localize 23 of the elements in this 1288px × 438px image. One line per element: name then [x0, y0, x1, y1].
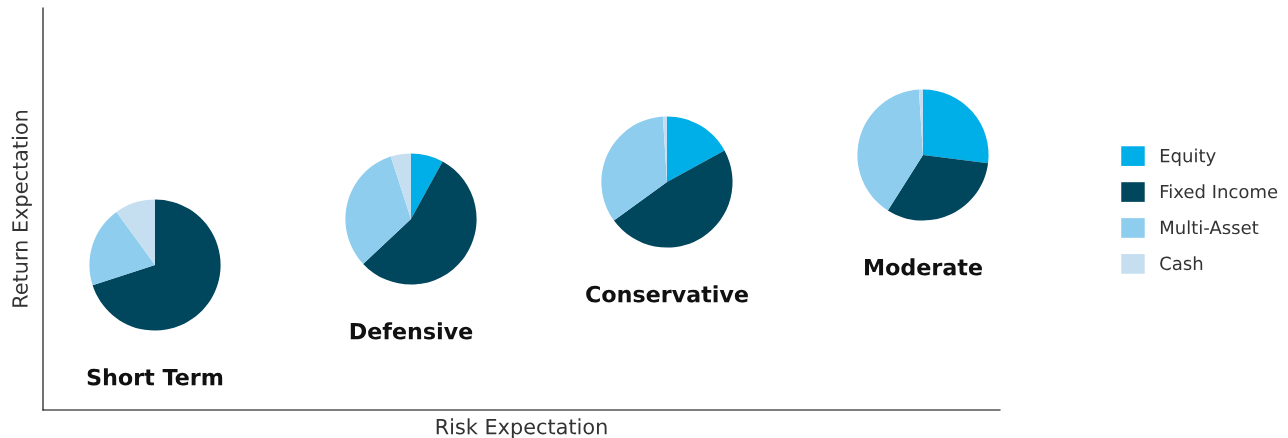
- legend-label: Equity: [1160, 148, 1216, 166]
- pie-slice: [857, 89, 923, 211]
- text: Conservative: [586, 285, 748, 303]
- pie-slice: [667, 116, 725, 182]
- pie-slice: [390, 153, 411, 219]
- pie-slice: [89, 211, 155, 286]
- pie-slice: [345, 156, 411, 264]
- text: Return Expectation: [11, 110, 32, 307]
- legend-label: Cash: [1160, 256, 1203, 271]
- legend-label: Fixed Income: [1160, 184, 1278, 199]
- legend-label: Multi-Asset: [1160, 220, 1259, 235]
- pie-slice: [923, 89, 989, 164]
- pie-slice: [887, 155, 989, 221]
- pie-slice: [613, 150, 733, 248]
- pie-slice: [601, 116, 667, 221]
- text: Moderate: [865, 258, 982, 276]
- text: Defensive: [350, 322, 473, 340]
- text: Short Term: [87, 368, 223, 386]
- text: Risk Expectation: [436, 418, 607, 438]
- pie-slice: [411, 153, 443, 219]
- pie-slice: [363, 161, 477, 285]
- pie-slice: [116, 199, 155, 265]
- pie-slice: [92, 199, 221, 331]
